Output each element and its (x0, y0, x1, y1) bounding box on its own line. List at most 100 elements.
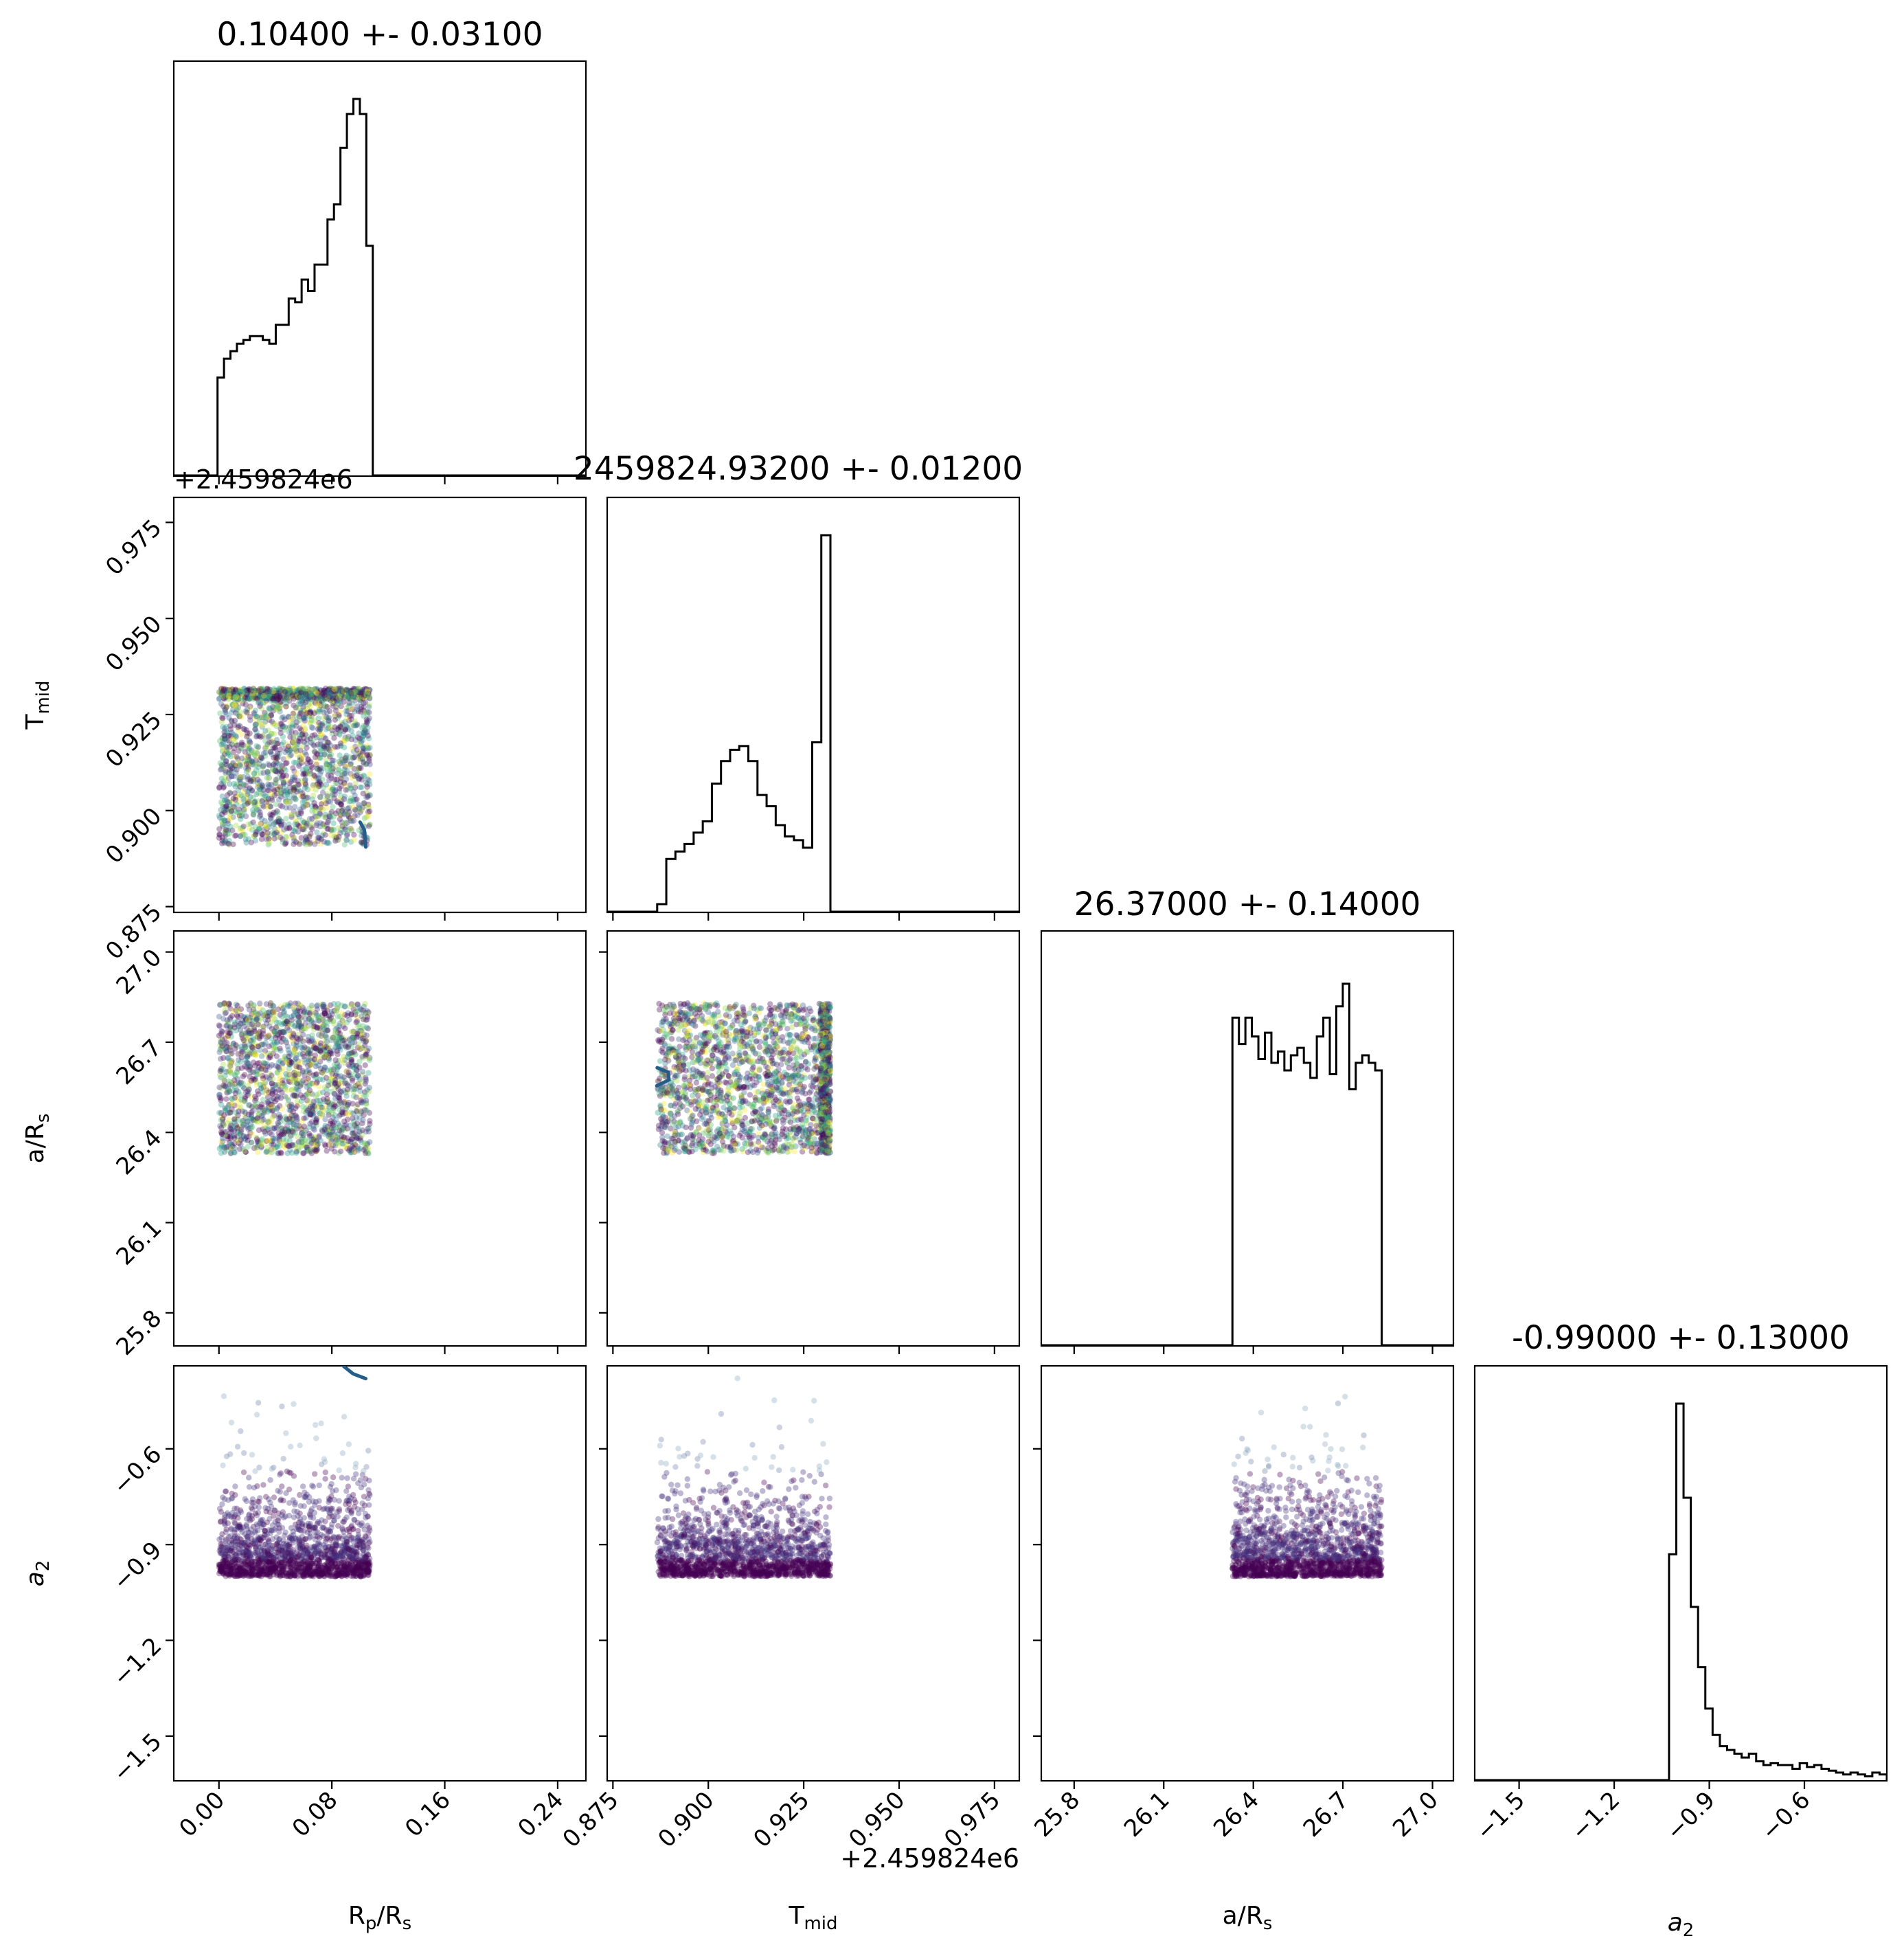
scatter-point (239, 793, 245, 800)
scatter-point (306, 833, 313, 839)
scatter-point (224, 690, 230, 696)
scatter-point (355, 751, 361, 757)
scatter-point (236, 812, 242, 819)
scatter-point (230, 841, 236, 848)
scatter-point (244, 757, 250, 764)
scatter-point (365, 803, 372, 810)
scatter-point (260, 693, 267, 699)
scatter-point (363, 686, 369, 693)
scatter-point (242, 758, 248, 764)
scatter-point (351, 831, 357, 838)
scatter-point (261, 1129, 268, 1135)
scatter-point (338, 783, 345, 789)
scatter-point (304, 837, 310, 843)
scatter-point (318, 768, 324, 775)
scatter-point (234, 706, 240, 713)
scatter-point (330, 700, 337, 707)
scatter-point (260, 831, 267, 838)
scatter-point (324, 687, 331, 694)
scatter-point (364, 720, 370, 726)
scatter-point (316, 779, 323, 785)
scatter-point (273, 688, 280, 694)
scatter-point (290, 734, 297, 741)
scatter-point (365, 812, 372, 818)
scatter-point (288, 715, 295, 721)
scatter-point (256, 688, 262, 695)
scatter-point (218, 689, 225, 695)
scatter-point (315, 1002, 321, 1009)
scatter-point (247, 757, 253, 763)
scatter-point (278, 789, 284, 796)
histogram-tmid (607, 534, 1019, 912)
scatter-point (317, 708, 324, 715)
scatter-point (278, 818, 285, 824)
scatter-point (341, 699, 347, 705)
scatter-point (293, 744, 299, 751)
scatter-point (269, 737, 276, 744)
scatter-point (276, 685, 282, 692)
scatter-point (282, 716, 288, 723)
scatter-point (299, 803, 306, 810)
scatter-point (283, 833, 289, 840)
scatter-point (244, 710, 250, 717)
scatter-point (314, 815, 320, 821)
scatter-point (350, 789, 356, 795)
scatter-point (275, 1130, 282, 1136)
scatter-point (348, 827, 355, 833)
scatter-point (328, 693, 334, 699)
scatter-point (264, 741, 271, 747)
scatter-point (336, 758, 343, 765)
scatter-point (348, 1011, 354, 1018)
scatter-point (356, 741, 362, 747)
scatter-point (334, 776, 340, 783)
scatter-point (284, 760, 290, 766)
scatter-point (271, 1136, 277, 1143)
axes-frame (172, 1364, 587, 1782)
scatter-point (259, 798, 265, 805)
scatter-point (300, 1026, 306, 1033)
scatter-point (227, 816, 234, 822)
scatter-point (315, 709, 321, 715)
scatter-point (251, 710, 257, 717)
scatter-point (314, 688, 320, 694)
scatter-point (275, 1094, 282, 1100)
scatter-point (337, 728, 344, 734)
scatter-point (332, 1077, 339, 1083)
scatter-point (262, 1039, 269, 1046)
scatter-point (240, 832, 246, 838)
scatter-point (303, 783, 309, 789)
scatter-point (258, 820, 264, 827)
scatter-point (344, 686, 350, 693)
scatter-point (661, 1101, 667, 1107)
scatter-point (351, 693, 357, 699)
scatter-point (300, 693, 306, 699)
scatter-point (358, 704, 365, 710)
scatter-point (304, 706, 310, 712)
scatter-point (263, 836, 270, 842)
axes-frame (606, 1364, 1021, 1782)
scatter-point (359, 1068, 366, 1075)
scatter-point (219, 821, 226, 827)
scatter-point (336, 785, 343, 791)
scatter-point (269, 695, 275, 701)
scatter-point (308, 739, 315, 746)
scatter-point (298, 732, 304, 738)
scatter-point (245, 776, 251, 783)
scatter-point (247, 714, 253, 720)
scatter-point (229, 730, 235, 736)
scatter-point (219, 748, 226, 754)
scatter-point (218, 741, 225, 748)
scatter-point (275, 816, 282, 822)
scatter-point (275, 704, 281, 710)
scatter-point (254, 1071, 260, 1078)
scatter-point (262, 793, 269, 799)
scatter-point (256, 783, 263, 789)
scatter-point (344, 736, 351, 742)
scatter-point (346, 695, 352, 701)
scatter-point (301, 823, 308, 829)
scatter-point (349, 700, 355, 706)
scatter-point (261, 699, 268, 706)
histogram-rp (174, 98, 586, 476)
scatter-point (245, 774, 251, 780)
scatter-point (331, 735, 337, 741)
